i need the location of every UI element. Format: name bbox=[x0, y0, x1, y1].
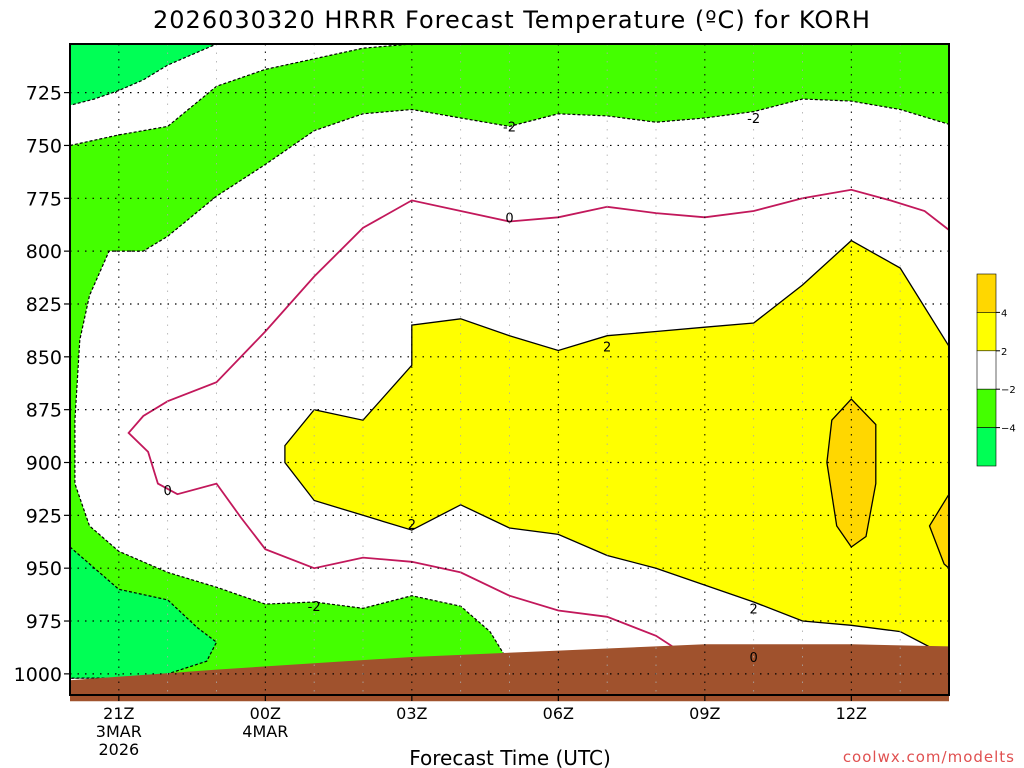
region-inner-cold-pocket bbox=[69, 43, 217, 107]
contour-label: -2 bbox=[747, 112, 760, 127]
y-tick-label: 975 bbox=[26, 611, 62, 633]
contour-label: -2 bbox=[503, 120, 516, 135]
x-axis-title: Forecast Time (UTC) bbox=[409, 746, 611, 768]
y-tick-label: 725 bbox=[26, 83, 62, 105]
colorbar: 4 2 −2 −4 bbox=[976, 273, 1016, 467]
plot-frame bbox=[69, 43, 950, 696]
x-tick-label: 00Z bbox=[250, 704, 281, 723]
colorbar-label: 4 bbox=[1001, 308, 1007, 319]
y-tick-label: 775 bbox=[26, 188, 62, 210]
colorbar-swatch bbox=[976, 388, 997, 428]
contour-label: -2 bbox=[308, 600, 321, 615]
colorbar-swatch bbox=[976, 350, 997, 390]
plot-area bbox=[69, 43, 950, 702]
y-tick-label: 825 bbox=[26, 294, 62, 316]
contour-label: 0 bbox=[164, 484, 172, 499]
contour-labels: -2 -2 0 0 0 2 2 2 -2 bbox=[164, 112, 761, 666]
colorbar-swatch bbox=[976, 427, 997, 467]
y-tick-label: 950 bbox=[26, 558, 62, 580]
colorbar-label: −2 bbox=[1001, 385, 1016, 396]
x-tick-sublabel: 2026 bbox=[98, 740, 139, 759]
y-tick-label: 875 bbox=[26, 400, 62, 422]
chart-title: 2026030320 HRRR Forecast Temperature (ºC… bbox=[153, 6, 871, 34]
y-tick-label: 750 bbox=[26, 135, 62, 157]
y-tick-label: 900 bbox=[26, 453, 62, 475]
y-tick-label: 925 bbox=[26, 505, 62, 527]
contour-label: 2 bbox=[750, 602, 758, 617]
x-tick-sublabel: 4MAR bbox=[242, 722, 288, 741]
x-tick-label: 21Z bbox=[103, 704, 134, 723]
x-tick-label: 03Z bbox=[396, 704, 427, 723]
contour-label: 0 bbox=[505, 211, 513, 226]
y-tick-label: 850 bbox=[26, 347, 62, 369]
colorbar-label: 2 bbox=[1001, 347, 1007, 358]
y-tick-label: 800 bbox=[26, 241, 62, 263]
credit-link[interactable]: coolwx.com/modelts bbox=[843, 748, 1015, 766]
contour-label: 0 bbox=[750, 651, 758, 666]
colorbar-label: −4 bbox=[1001, 424, 1016, 435]
colorbar-swatch bbox=[976, 273, 997, 313]
contour-label: 2 bbox=[603, 340, 611, 355]
x-tick-label: 09Z bbox=[689, 704, 720, 723]
x-tick-label: 06Z bbox=[543, 704, 574, 723]
x-tick-label: 12Z bbox=[836, 704, 867, 723]
colorbar-swatch bbox=[976, 312, 997, 352]
x-tick-sublabel: 3MAR bbox=[96, 722, 142, 741]
y-tick-label: 1000 bbox=[14, 664, 62, 686]
ground-surface bbox=[70, 644, 949, 702]
y-axis: 725 750 775 800 825 850 875 900 925 950 975 1000 bbox=[14, 83, 70, 686]
region-lower-cold-pocket bbox=[69, 545, 218, 679]
contour-label: 2 bbox=[408, 518, 416, 533]
